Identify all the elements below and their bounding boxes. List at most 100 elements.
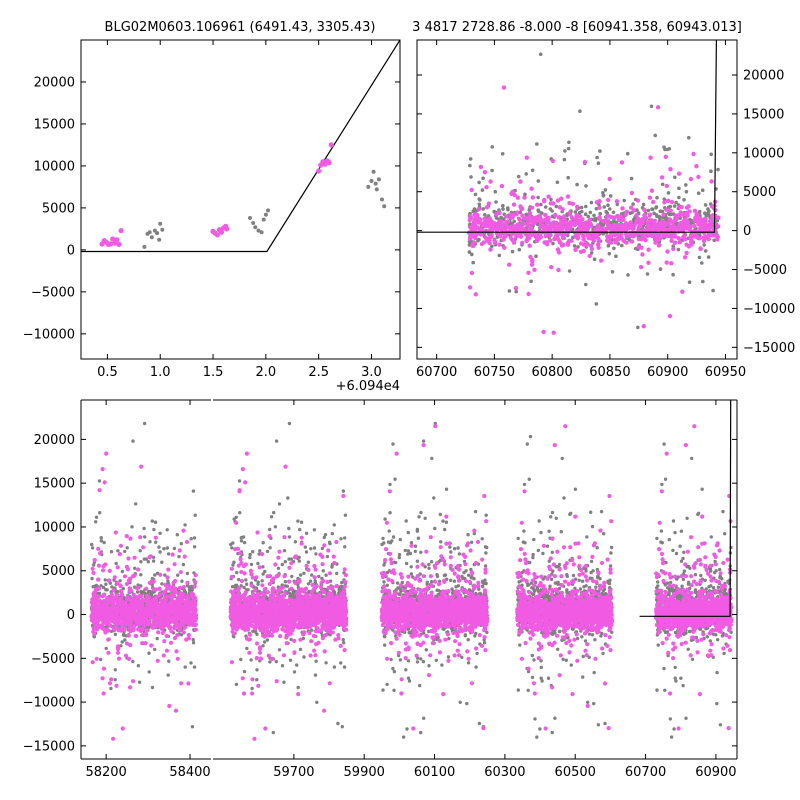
gray-point <box>535 142 539 146</box>
magenta-point <box>584 243 589 248</box>
gray-point <box>299 573 303 577</box>
magenta-point <box>164 618 169 623</box>
gray-point <box>578 109 582 113</box>
magenta-point <box>148 554 153 559</box>
magenta-point <box>145 628 150 633</box>
title-right: 3 4817 2728.86 -8.000 -8 [60941.358, 609… <box>412 20 742 35</box>
gray-point <box>706 207 710 211</box>
gray-point <box>165 528 169 532</box>
magenta-point <box>100 610 105 615</box>
magenta-point <box>473 292 478 297</box>
y-tick-label: 0 <box>743 224 751 239</box>
magenta-point <box>701 218 707 223</box>
y-tick-label: −15000 <box>743 341 795 356</box>
gray-point <box>98 511 102 515</box>
magenta-point <box>168 640 174 645</box>
magenta-point <box>709 179 714 184</box>
gray-point <box>237 479 242 483</box>
gray-point <box>265 638 270 642</box>
magenta-point <box>715 234 720 240</box>
magenta-point <box>134 613 139 618</box>
magenta-point <box>117 621 123 626</box>
magenta-point <box>544 231 549 237</box>
gray-point <box>155 636 159 641</box>
magenta-point <box>97 488 102 493</box>
gray-point <box>176 573 180 577</box>
magenta-point <box>512 192 517 198</box>
magenta-point <box>527 210 533 216</box>
gray-point <box>589 251 594 255</box>
magenta-point <box>483 235 488 240</box>
gray-point <box>99 536 103 540</box>
gray-point <box>562 157 567 162</box>
magenta-point <box>589 246 595 252</box>
magenta-point <box>140 600 145 605</box>
magenta-point <box>567 200 572 206</box>
gray-point <box>576 245 580 249</box>
magenta-point <box>684 226 689 231</box>
magenta-point <box>476 207 481 212</box>
gray-point <box>324 661 328 665</box>
magenta-point <box>174 618 179 623</box>
magenta-point <box>630 225 635 231</box>
magenta-point <box>487 216 492 221</box>
gray-point <box>655 214 659 219</box>
magenta-point <box>529 226 534 232</box>
gray-point <box>249 562 254 567</box>
gray-point <box>312 546 317 550</box>
magenta-point <box>106 637 111 642</box>
gray-point <box>90 542 94 547</box>
magenta-point <box>182 554 187 559</box>
gray-point <box>153 520 158 524</box>
magenta-point <box>555 198 561 203</box>
gray-point <box>706 255 711 259</box>
magenta-point <box>121 610 126 616</box>
magenta-point <box>583 220 588 226</box>
magenta-point <box>156 608 161 613</box>
magenta-point <box>652 218 657 223</box>
gray-point <box>287 526 291 531</box>
magenta-point <box>672 240 678 245</box>
magenta-point <box>167 703 172 709</box>
magenta-point <box>619 231 624 237</box>
gray-point <box>584 204 588 209</box>
gray-point <box>631 202 635 206</box>
magenta-point <box>655 105 661 110</box>
magenta-point <box>241 691 247 696</box>
gray-point <box>658 267 663 271</box>
magenta-point <box>619 235 624 240</box>
magenta-point <box>704 226 709 231</box>
gray-point <box>673 175 677 180</box>
gray-point <box>696 191 701 195</box>
magenta-point <box>561 219 566 225</box>
magenta-point <box>336 636 341 641</box>
gray-point <box>342 641 346 645</box>
magenta-point <box>646 247 651 252</box>
magenta-point <box>129 616 135 621</box>
gray-point <box>676 247 681 252</box>
gray-point <box>123 638 127 642</box>
magenta-point <box>482 170 488 175</box>
magenta-point <box>569 215 574 220</box>
magenta-point <box>653 235 658 241</box>
magenta-point <box>640 216 645 222</box>
gray-point <box>343 545 347 549</box>
magenta-point <box>192 600 197 606</box>
magenta-point <box>173 601 179 606</box>
magenta-point <box>181 595 186 600</box>
magenta-point <box>684 221 689 227</box>
gray-point <box>251 550 255 554</box>
magenta-point <box>132 602 137 607</box>
magenta-point <box>138 603 143 609</box>
gray-point <box>310 573 314 577</box>
gray-point <box>296 685 300 690</box>
magenta-point <box>169 629 174 634</box>
gray-point <box>592 257 597 262</box>
gray-point <box>497 253 502 258</box>
magenta-point <box>174 623 179 629</box>
magenta-point <box>134 585 139 591</box>
magenta-point <box>688 176 694 182</box>
magenta-point <box>492 238 497 244</box>
magenta-point <box>621 238 626 243</box>
